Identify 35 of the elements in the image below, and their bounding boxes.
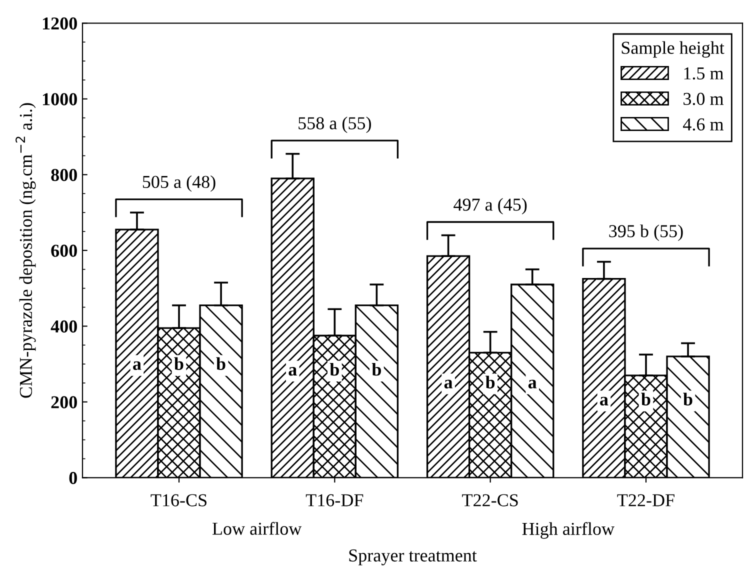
data-label: b bbox=[330, 362, 339, 376]
x-tick-label: T22-DF bbox=[617, 494, 674, 506]
data-label: a bbox=[444, 380, 453, 388]
data-label: b bbox=[683, 392, 692, 406]
y-tick-label: 0 bbox=[69, 472, 77, 484]
data-label: b bbox=[641, 392, 650, 406]
annotation: 497 a (45) bbox=[454, 198, 527, 214]
y-tick-label: 800 bbox=[51, 168, 77, 182]
data-label: b bbox=[486, 376, 495, 388]
annotation: 505 a (48) bbox=[142, 175, 216, 192]
y-tick-label: 400 bbox=[50, 320, 77, 333]
x-tick-label: T22-CS bbox=[462, 494, 518, 506]
annotation: 395 b (55) bbox=[609, 224, 683, 241]
y-axis-title: CMN-pyrazole deposition (ng.cm$^{−2}$ a.i.) bbox=[16, 103, 36, 398]
x-tick-label: T16-CS bbox=[150, 494, 206, 506]
data-label: a bbox=[288, 367, 297, 376]
y-tick-label: 1000 bbox=[42, 93, 77, 106]
data-label: a bbox=[133, 361, 142, 370]
data-label: a bbox=[528, 380, 537, 388]
y-tick-label: 200 bbox=[51, 396, 77, 408]
data-label: b bbox=[216, 357, 226, 370]
data-label: b bbox=[174, 357, 184, 370]
text: Low airflow bbox=[212, 522, 302, 535]
text: High airflow bbox=[522, 522, 614, 539]
legend-label: 3.0 m bbox=[684, 92, 724, 106]
x-axis-title: Sprayer treatment bbox=[349, 549, 477, 566]
legend-label: 4.6 m bbox=[683, 118, 724, 131]
data-label: a bbox=[600, 396, 608, 406]
x-tick-label: T16-DF bbox=[306, 494, 364, 506]
annotation: 558 a (55) bbox=[298, 116, 371, 133]
y-tick-label: 600 bbox=[51, 244, 77, 257]
legend-title: Sample height bbox=[622, 41, 724, 58]
y-tick-label: 1200 bbox=[42, 17, 77, 30]
legend-label: 1.5 m bbox=[684, 67, 724, 80]
data-label: b bbox=[372, 362, 381, 376]
